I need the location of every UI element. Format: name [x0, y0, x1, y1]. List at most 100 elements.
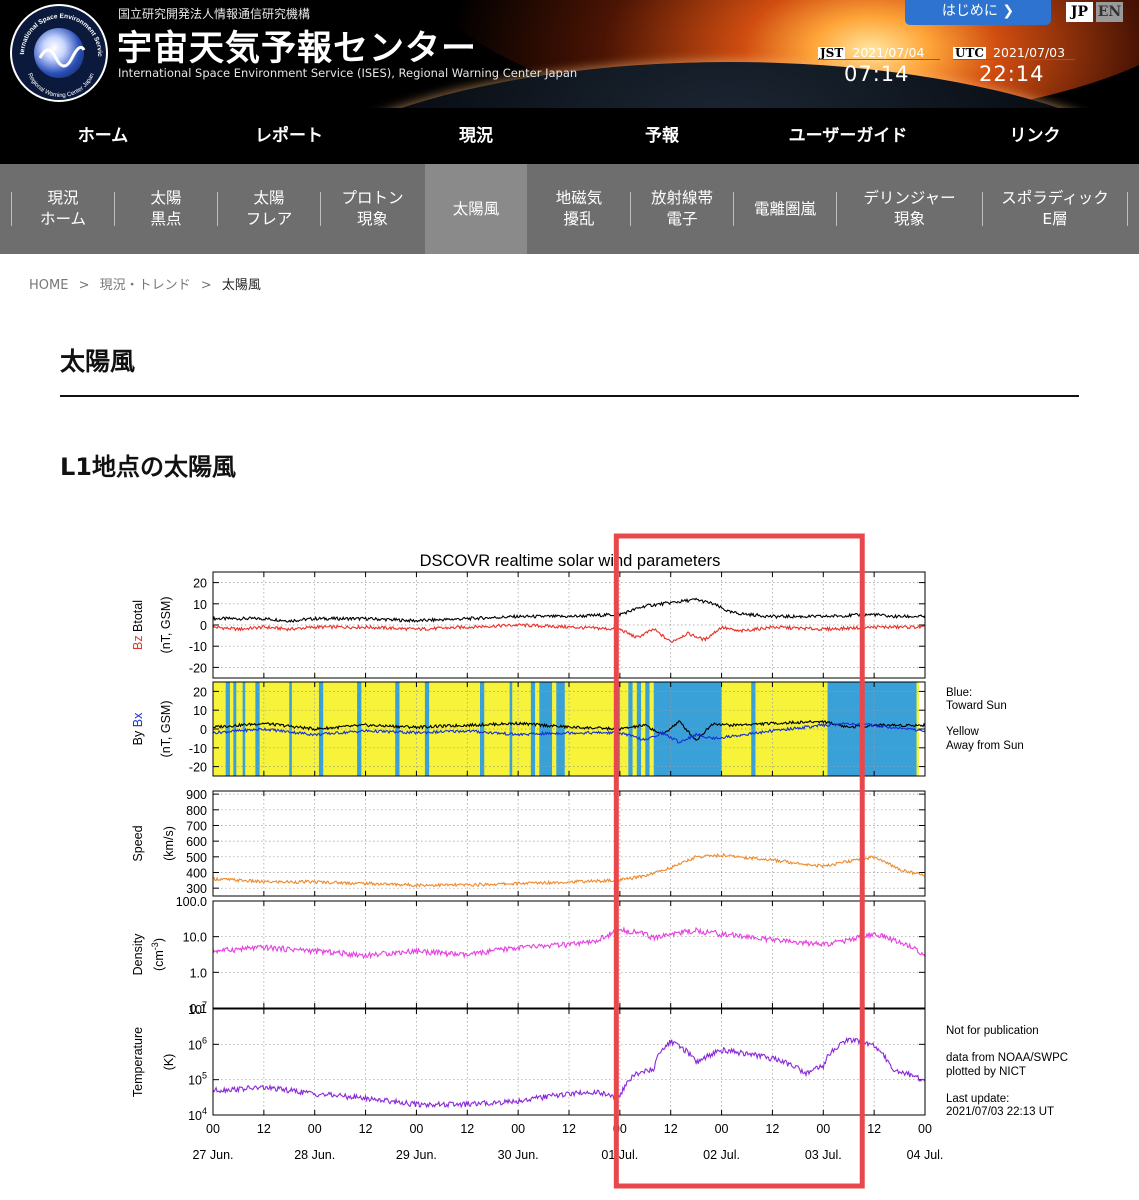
breadcrumb-current: 太陽風: [221, 278, 261, 293]
main-nav-home[interactable]: ホーム: [77, 126, 129, 146]
y-tick-label: 20: [193, 577, 207, 591]
series-line-density: [212, 926, 926, 960]
sub-nav-label: 電子: [666, 210, 698, 228]
x-tick-label: 12: [359, 1122, 373, 1136]
y-tick-label: 600: [186, 835, 207, 849]
main-nav-current[interactable]: 現況: [459, 126, 493, 146]
site-subtitle: International Space Environment Service …: [118, 66, 578, 80]
y-tick-label: 700: [186, 819, 207, 833]
sub-nav-sporadic-e[interactable]: スポラディック E層: [983, 164, 1127, 254]
sub-nav-label: デリンジャー: [863, 189, 956, 207]
x-tick-label: 12: [562, 1122, 576, 1136]
toward-sun-interval: [233, 682, 237, 776]
x-date-label: 02 Jul.: [703, 1148, 740, 1162]
y-tick-label: -20: [189, 661, 207, 675]
toward-sun-interval: [242, 682, 246, 776]
utc-clock: UTC 2021/07/03 22:14: [953, 42, 1077, 86]
x-date-label: 03 Jul.: [805, 1148, 842, 1162]
utc-date: 2021/07/03: [993, 45, 1066, 60]
y-tick-label: 300: [186, 882, 207, 896]
legend-label: Yellow: [946, 726, 980, 738]
title-divider: [60, 395, 1079, 397]
breadcrumb: HOME > 現況・トレンド > 太陽風: [29, 274, 267, 293]
chart-notes: Not for publication data from NOAA/SWPC …: [946, 1025, 1068, 1118]
sub-nav-dellinger[interactable]: デリンジャー 現象: [837, 164, 982, 254]
y-axis-label: Density: [131, 933, 145, 975]
panel-bz-btotal: 20 10 0 -10 -20 Bz Btotal (nT, GSM): [131, 571, 926, 679]
sub-nav-solar-flares[interactable]: 太陽 フレア: [218, 164, 320, 254]
x-tick-label: 00: [511, 1122, 525, 1136]
toward-sun-interval: [645, 682, 650, 776]
sub-nav-ionosphere-storm[interactable]: 電離圏嵐: [734, 164, 836, 254]
note-last-update-value: 2021/07/03 22:13 UT: [946, 1106, 1054, 1118]
y-tick-label: 500: [186, 851, 207, 865]
sub-nav-label: 太陽: [253, 189, 285, 207]
y-axis-label: Temperature: [131, 1027, 145, 1097]
site-title[interactable]: 宇宙天気予報センター: [117, 29, 478, 69]
site-logo[interactable]: International Space Environment Service …: [10, 4, 108, 102]
toward-sun-interval: [289, 682, 292, 776]
jst-zone-badge: JST: [818, 46, 846, 60]
x-tick-label: 12: [257, 1122, 271, 1136]
sub-nav-label: 現況: [47, 189, 79, 207]
legend-label: Toward Sun: [946, 700, 1007, 712]
x-tick-label: 12: [460, 1122, 474, 1136]
sub-nav-current-home[interactable]: 現況 ホーム: [12, 164, 114, 254]
toward-sun-interval: [357, 682, 362, 776]
solar-wind-chart: DSCOVR realtime solar wind parameters 20…: [131, 533, 1068, 1189]
x-tick-label: 12: [867, 1122, 881, 1136]
y-tick-label: 100.0: [176, 895, 207, 909]
chevron-right-icon: ❯: [1002, 3, 1015, 19]
x-date-label: 27 Jun.: [192, 1148, 233, 1162]
toward-sun-interval: [556, 682, 565, 776]
y-tick-label: 900: [186, 788, 207, 802]
chart-title: DSCOVR realtime solar wind parameters: [420, 552, 721, 570]
y-tick-label: 1.0: [190, 966, 207, 980]
sub-nav-proton-events[interactable]: プロトン 現象: [321, 164, 424, 254]
logo-ring-bottom-text: Regional Warning Center Japan: [26, 72, 96, 99]
panel-density: 100.0 10.0 1.0 0.1 Density (cm-3): [131, 895, 926, 1016]
y-axis-units: (nT, GSM): [159, 701, 173, 758]
y-tick-label: 20: [193, 685, 207, 699]
y-axis-units: (K): [162, 1054, 176, 1071]
lang-jp-button[interactable]: JP: [1066, 2, 1093, 22]
jst-clock: JST 2021/07/04 07:14: [818, 42, 942, 86]
y-axis-units: (km/s): [162, 826, 176, 861]
main-nav-links[interactable]: リンク: [1009, 126, 1061, 146]
main-nav-report[interactable]: レポート: [255, 126, 323, 146]
y-tick-label: -20: [189, 761, 207, 775]
main-nav-user-guide[interactable]: ユーザーガイド: [788, 126, 908, 146]
toward-sun-interval: [653, 682, 722, 776]
lang-en-button[interactable]: EN: [1096, 2, 1123, 22]
sub-nav-label: 地磁気: [555, 189, 603, 207]
series-line-speed: [212, 852, 926, 888]
getting-started-button[interactable]: はじめに ❯: [905, 0, 1051, 25]
sub-nav-geomagnetic[interactable]: 地磁気 擾乱: [528, 164, 630, 254]
note-data-from: data from NOAA/SWPC: [946, 1052, 1068, 1064]
sub-nav-solar-wind[interactable]: 太陽風: [425, 164, 527, 254]
sub-nav-sunspots[interactable]: 太陽 黒点: [115, 164, 217, 254]
x-tick-label: 00: [308, 1122, 322, 1136]
section-title: L1地点の太陽風: [60, 453, 236, 481]
breadcrumb-trend[interactable]: 現況・トレンド: [99, 278, 191, 293]
x-tick-label: 00: [409, 1122, 423, 1136]
x-date-label: 01 Jul.: [601, 1148, 638, 1162]
x-date-label: 30 Jun.: [498, 1148, 539, 1162]
chart-panels: 20 10 0 -10 -20 Bz Btotal (nT, GSM) 20 10 0 -10 -20…: [131, 571, 1024, 1123]
series-line-bz: [212, 622, 926, 644]
getting-started-label: はじめに: [941, 3, 998, 19]
panel-temperature: 107 106 105 104 Temperature (K): [131, 1000, 926, 1123]
sub-nav-radiation-belt[interactable]: 放射線帯 電子: [631, 164, 733, 254]
breadcrumb-home[interactable]: HOME: [29, 278, 69, 293]
panel-by-bx: 20 10 0 -10 -20 By Bx (nT, GSM) Blue:Toward Sun…: [131, 681, 1024, 777]
sub-nav-label: 現象: [356, 210, 388, 228]
y-tick-label: 0: [200, 723, 207, 737]
y-tick-label: -10: [189, 640, 207, 654]
main-nav-forecast[interactable]: 予報: [645, 126, 679, 146]
series-line-temperature: [212, 1036, 926, 1109]
x-date-label: 04 Jul.: [907, 1148, 944, 1162]
sub-nav-label: 放射線帯: [650, 189, 713, 207]
y-tick-label: 10: [193, 598, 207, 612]
sub-nav-label: ホーム: [39, 210, 87, 228]
